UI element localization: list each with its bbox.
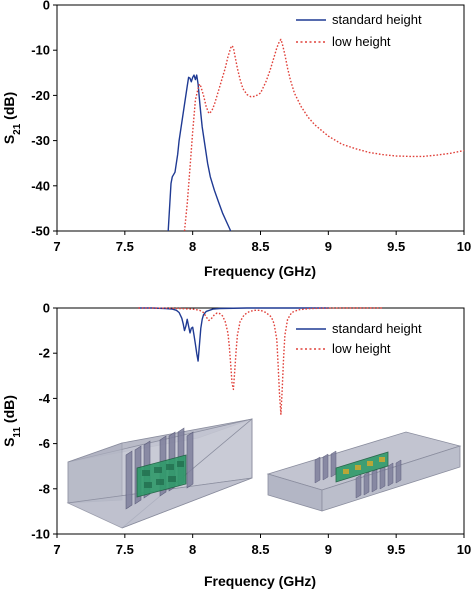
x-tick-label: 8.5 bbox=[251, 239, 269, 254]
x-tick-label: 8.5 bbox=[251, 542, 269, 557]
y-tick-label: -4 bbox=[38, 391, 50, 406]
inset-model-low-height bbox=[266, 431, 462, 512]
x-tick-label: 8 bbox=[189, 542, 196, 557]
x-axis-label: Frequency (GHz) bbox=[204, 573, 316, 589]
x-tick-label: 8 bbox=[189, 239, 196, 254]
series-line-standard-height bbox=[138, 307, 329, 362]
y-tick-label: -50 bbox=[31, 224, 50, 239]
chart-s21: 7 7.5 8 8.5 9 9.5 10 0 -10 -20 -30 -40 -50 Frequency… bbox=[1, 0, 471, 279]
chart-s11: 7 7.5 8 8.5 9 9.5 10 0 -2 -4 -6 -8 -10 Frequency (GH… bbox=[1, 301, 471, 590]
x-tick-label: 10 bbox=[457, 239, 471, 254]
inset-model-standard-height bbox=[66, 418, 253, 529]
x-tick-label: 7 bbox=[53, 239, 60, 254]
y-tick-label: -10 bbox=[31, 527, 50, 542]
y-tick-label: -30 bbox=[31, 133, 50, 148]
x-tick-label: 10 bbox=[457, 542, 471, 557]
y-tick-label: 0 bbox=[43, 0, 50, 13]
series-line-standard-height bbox=[167, 74, 232, 232]
x-tick-label: 9 bbox=[325, 239, 332, 254]
y-tick-label: -6 bbox=[38, 436, 50, 451]
x-tick-label: 7 bbox=[53, 542, 60, 557]
x-tick-label: 9.5 bbox=[387, 239, 405, 254]
legend: standard height low height bbox=[296, 12, 422, 49]
y-tick-label: -2 bbox=[38, 346, 50, 361]
y-tick-label: -20 bbox=[31, 88, 50, 103]
legend-label-standard-height: standard height bbox=[332, 12, 422, 27]
x-tick-label: 9.5 bbox=[387, 542, 405, 557]
legend-label-low-height: low height bbox=[332, 341, 391, 356]
legend-label-standard-height: standard height bbox=[332, 321, 422, 336]
series-line-low-height bbox=[138, 307, 383, 415]
x-tick-label: 7.5 bbox=[116, 239, 134, 254]
legend-label-low-height: low height bbox=[332, 34, 391, 49]
x-tick-label: 7.5 bbox=[116, 542, 134, 557]
x-tick-label: 9 bbox=[325, 542, 332, 557]
y-tick-label: 0 bbox=[43, 301, 50, 316]
plot-frame bbox=[56, 4, 465, 232]
y-tick-label: -10 bbox=[31, 43, 50, 58]
y-tick-label: -8 bbox=[38, 481, 50, 496]
y-axis-label: S21 (dB) bbox=[1, 92, 23, 144]
y-axis-label: S11 (dB) bbox=[1, 395, 23, 447]
series-line-low-height bbox=[183, 38, 465, 232]
y-tick-label: -40 bbox=[31, 178, 50, 193]
x-axis-label: Frequency (GHz) bbox=[204, 263, 316, 279]
legend: standard height low height bbox=[296, 321, 422, 356]
